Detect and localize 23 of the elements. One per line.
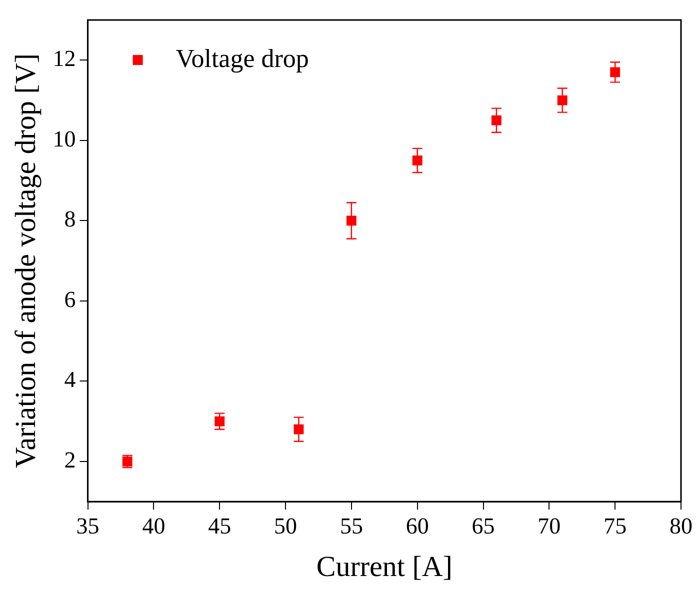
x-tick-label: 50 — [274, 513, 298, 538]
y-tick-label: 6 — [64, 286, 76, 312]
x-tick-label: 35 — [76, 513, 100, 538]
y-tick-label: 2 — [64, 448, 76, 473]
point — [610, 67, 620, 78]
y-tick-label: 8 — [64, 206, 76, 232]
y-axis-title: Variation of anode voltage drop [V] — [10, 53, 42, 468]
x-tick-label: 55 — [340, 513, 363, 538]
x-tick-label: 75 — [604, 513, 627, 538]
x-tick-label: 60 — [406, 513, 429, 538]
x-tick-label: 80 — [670, 513, 692, 538]
x-axis-title: Current [A] — [316, 551, 452, 584]
point — [412, 156, 422, 166]
point — [492, 115, 502, 126]
y-tick-label: 4 — [64, 367, 76, 392]
x-tick-label: 70 — [538, 513, 561, 538]
y-tick-label: 10 — [52, 126, 76, 152]
x-tick-label: 40 — [142, 513, 166, 538]
x-tick-label: 45 — [208, 513, 232, 538]
x-tick-label: 65 — [472, 513, 495, 538]
point — [346, 216, 356, 226]
y-tick-label: 12 — [52, 46, 76, 72]
legend-label: Voltage drop — [176, 44, 309, 73]
